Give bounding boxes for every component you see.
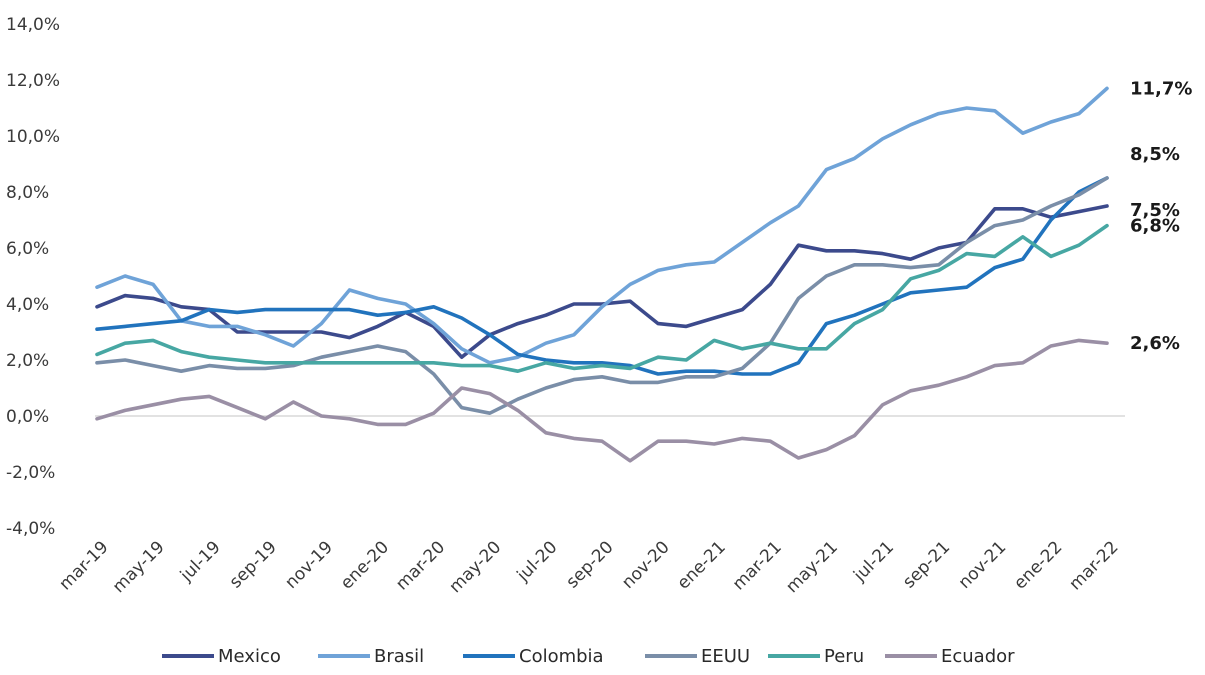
end-value-labels: 11,7% 8,5% 7,5%6,8% 2,6% [1130, 78, 1192, 354]
x-tick-label: sep-21 [899, 537, 954, 592]
x-tick-label: nov-19 [281, 537, 337, 593]
legend-label-ecuador: Ecuador [941, 646, 1015, 667]
series-line-colombia [95, 176, 1109, 376]
x-tick-label: ene-20 [337, 537, 393, 593]
end-value-label: 7,5% [1130, 200, 1180, 221]
y-tick-label: 6,0% [6, 239, 49, 259]
x-tick-label: nov-21 [955, 537, 1011, 593]
x-tick-label: may-21 [782, 537, 842, 597]
x-tick-label: ene-22 [1010, 537, 1066, 593]
x-tick-label: ene-21 [674, 537, 730, 593]
x-tick-label: may-19 [109, 537, 169, 597]
x-tick-label: mar-20 [392, 537, 449, 594]
y-tick-label: 10,0% [6, 127, 60, 147]
series-line-ecuador [95, 338, 1109, 463]
x-tick-label: jul-20 [513, 537, 562, 586]
y-tick-label: 0,0% [6, 407, 49, 427]
series-line-mexico [95, 204, 1109, 359]
y-tick-label: 2,0% [6, 351, 49, 371]
x-tick-label: mar-22 [1066, 537, 1123, 594]
x-tick-label: nov-20 [618, 537, 674, 593]
end-value-label: 6,8% [1130, 216, 1180, 237]
y-tick-label: 4,0% [6, 295, 49, 315]
y-axis-ticks: -4,0% -2,0% 0,0% 2,0% 4,0% 6,0% 8,0% 10,0% 12,0%… [6, 15, 60, 539]
end-value-label: 11,7% [1130, 78, 1192, 99]
x-tick-label: sep-20 [562, 537, 617, 592]
x-tick-label: jul-19 [176, 537, 225, 586]
y-tick-label: 14,0% [6, 15, 60, 35]
end-value-label: 2,6% [1130, 333, 1180, 354]
legend: Mexico Brasil Colombia EEUU Peru Ecuador [162, 646, 1015, 667]
x-tick-label: jul-21 [849, 537, 898, 586]
series-line-eeuu [95, 176, 1109, 415]
legend-label-colombia: Colombia [519, 646, 604, 667]
series-line-brasil [95, 86, 1109, 365]
end-value-label: 8,5% [1130, 144, 1180, 165]
y-tick-label: -2,0% [6, 463, 55, 483]
y-tick-label: -4,0% [6, 519, 55, 539]
series-lines [95, 86, 1109, 463]
legend-label-brasil: Brasil [374, 646, 424, 667]
series-line-peru [95, 223, 1109, 373]
legend-label-peru: Peru [824, 646, 864, 667]
x-tick-label: mar-19 [56, 537, 113, 594]
y-tick-label: 8,0% [6, 183, 49, 203]
x-tick-label: sep-19 [226, 537, 281, 592]
legend-label-eeuu: EEUU [701, 646, 750, 667]
x-tick-label: mar-21 [729, 537, 786, 594]
legend-label-mexico: Mexico [218, 646, 281, 667]
y-tick-label: 12,0% [6, 71, 60, 91]
x-tick-label: may-20 [446, 537, 506, 597]
